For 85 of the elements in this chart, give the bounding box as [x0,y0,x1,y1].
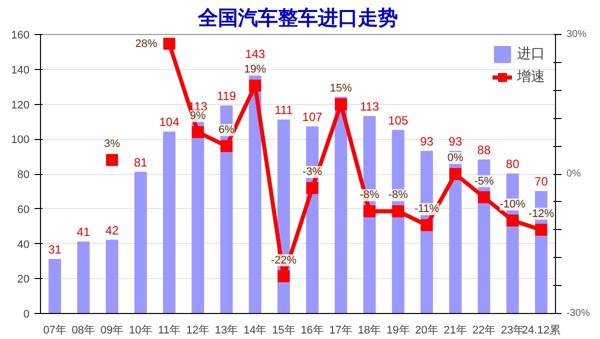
data-label: -11% [414,203,440,216]
data-label: -22% [270,254,297,266]
data-label: 15% [330,82,352,94]
x-tick-label: 24.12累 [522,324,560,336]
data-label: 31 [48,242,62,256]
point [249,80,262,92]
data-label: 28% [135,38,158,50]
data-label: 105 [388,113,408,128]
data-label: 42 [105,223,120,238]
point [334,98,347,110]
bar [334,96,348,314]
x-tick-label: 10年 [129,324,152,336]
x-tick-label: 20年 [415,324,438,336]
x-tick-label: 22年 [472,324,496,336]
x-tick-label: 15年 [272,324,296,336]
bar [163,132,176,314]
point [163,38,176,50]
point [478,191,490,204]
data-label: -10% [500,198,526,210]
y-tick-label: 120 [11,99,30,112]
point [392,205,404,218]
y-tick-label: 40 [17,238,30,251]
data-label: -12% [528,208,554,220]
data-label: 70 [534,174,548,188]
data-label: 143 [245,47,266,62]
x-tick-label: 08年 [72,324,96,336]
x-tick-label: 19年 [386,324,410,336]
y-tick-label: 80 [17,169,30,181]
data-label: -5% [474,175,494,188]
point [192,126,204,138]
data-label: -8% [360,189,380,202]
data-label: 93 [420,134,434,148]
data-label: 80 [506,157,520,171]
point [506,214,519,226]
point [420,219,433,232]
point [306,182,318,194]
legend-label: 增速 [517,68,545,86]
point [535,224,548,236]
data-label: 19% [244,64,266,76]
bar [77,242,90,314]
bar [48,258,62,314]
data-label: 3% [104,138,120,150]
x-tick-label: 09年 [100,324,124,336]
x-tick-label: 07年 [43,324,66,336]
x-tick-label: 16年 [300,324,324,336]
data-label: 119 [216,88,236,103]
data-label: 111 [274,102,294,117]
x-tick-label: 12年 [186,324,210,336]
data-label: 81 [134,155,148,170]
y2-tick-label: 30% [566,29,587,40]
y-tick-label: 160 [11,30,30,42]
data-label: 107 [302,110,323,124]
x-tick-label: 21年 [444,324,467,336]
x-tick-label: 11年 [158,324,180,336]
chart-title: 全国汽车整车进口走势 [197,6,398,30]
data-label: 88 [477,143,491,158]
data-label: -8% [388,189,408,202]
point [278,270,290,282]
data-label: 93 [448,134,462,148]
y-tick-label: 140 [11,64,30,76]
data-label: 6% [218,124,235,136]
data-label: -3% [302,166,322,178]
point [220,140,232,152]
data-label: 0% [447,152,464,164]
x-tick-label: 14年 [243,324,267,336]
legend-label: 进口 [517,45,545,63]
point [364,205,376,218]
y-tick-label: 100 [11,134,30,146]
point [106,154,118,166]
y2-tick-label: -30% [566,308,590,319]
data-label: 41 [76,225,90,240]
data-label: 9% [190,110,206,122]
x-tick-label: 18年 [358,324,382,336]
x-tick-label: 23年 [500,324,524,336]
y-tick-label: 60 [17,204,30,216]
data-label: 104 [159,115,180,130]
point [449,168,462,180]
data-label: 113 [360,99,380,114]
y-tick-label: 20 [17,274,30,286]
x-tick-label: 13年 [214,324,238,336]
bar [106,240,118,314]
bar [134,172,147,314]
y-tick-label: 0 [23,308,30,320]
x-tick-label: 17年 [329,324,353,336]
y2-tick-label: 0% [566,168,582,180]
